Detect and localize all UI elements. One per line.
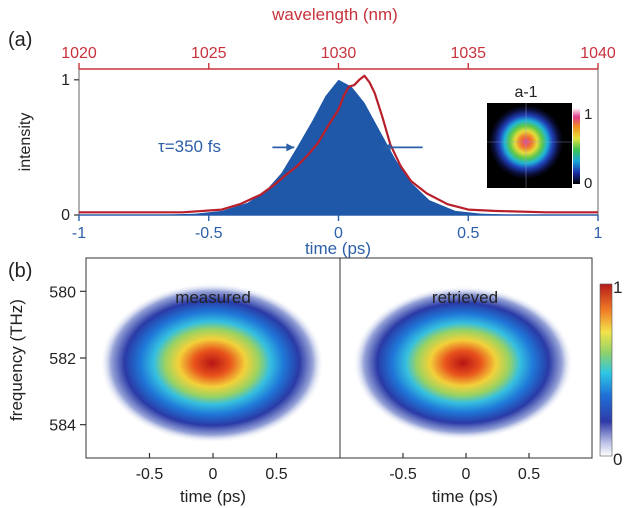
frequency-axis-label: frequency (THz)	[7, 299, 26, 421]
intensity-tick-label: 1	[61, 72, 70, 89]
measured-time-tick-label: 0.5	[265, 466, 287, 483]
measured-time-tick-label: 0	[209, 466, 218, 483]
measured-title: measured	[175, 288, 251, 307]
pulse-width-annotation: τ=350 fs	[158, 137, 221, 156]
inset-colorbar-min: 0	[584, 175, 592, 192]
spectrogram-colorbar-max: 1	[613, 278, 622, 297]
retrieved-title: retrieved	[432, 288, 498, 307]
measured-heatmap	[86, 258, 340, 458]
frequency-tick-label: 584	[49, 418, 76, 435]
measured-intensity-line	[79, 74, 598, 214]
time-tick-label: 1	[594, 225, 603, 242]
time-tick-label: -1	[72, 225, 86, 242]
time-ticks-retrieved: -0.5 0 0.5	[389, 453, 540, 483]
intensity-series	[79, 74, 598, 215]
measured-time-tick-label: -0.5	[136, 466, 164, 483]
time-ticks-measured: -0.5 0 0.5	[136, 453, 288, 483]
intensity-ticks: 01	[61, 72, 79, 224]
inset-colorbar	[573, 108, 580, 184]
retrieved-time-tick-label: 0	[462, 466, 471, 483]
spectrum-fill-area	[79, 79, 598, 215]
arrow-right-head	[382, 143, 391, 152]
frequency-tick-label: 580	[49, 284, 76, 301]
time-axis-label-a: time (ps)	[305, 239, 371, 258]
wavelength-axis-label: wavelength (nm)	[271, 5, 398, 24]
wavelength-tick-label: 1030	[321, 45, 357, 62]
wavelength-ticks: 1020 1025 1030 1035 1040	[61, 45, 616, 69]
retrieved-time-tick-label: 0.5	[518, 466, 540, 483]
spectrogram-colorbar-min: 0	[613, 450, 622, 469]
time-tick-label: 0.5	[457, 225, 479, 242]
wavelength-tick-label: 1020	[61, 45, 97, 62]
wavelength-tick-label: 1035	[450, 45, 486, 62]
inset-colorbar-max: 1	[584, 106, 592, 123]
inset-label: a-1	[514, 84, 537, 101]
pulse-width-arrows	[272, 143, 423, 152]
frequency-tick-label: 582	[49, 351, 76, 368]
retrieved-time-tick-label: -0.5	[389, 466, 417, 483]
wavelength-tick-label: 1040	[580, 45, 616, 62]
intensity-tick-label: 0	[61, 207, 70, 224]
time-axis-label-measured: time (ps)	[180, 487, 246, 506]
arrow-left-head	[286, 143, 295, 152]
spectrogram-colorbar	[599, 283, 613, 457]
wavelength-tick-label: 1025	[191, 45, 227, 62]
time-ticks-a: -1 -0.5 0 0.5 1	[72, 215, 603, 242]
retrieved-heatmap	[340, 258, 592, 458]
time-tick-label: -0.5	[195, 225, 223, 242]
panel-b-label: (b)	[8, 260, 32, 282]
intensity-axis-label: intensity	[17, 113, 34, 172]
frequency-ticks: 580 582 584	[49, 284, 86, 435]
panel-a-label: (a)	[8, 29, 32, 51]
time-tick-label: 0	[334, 225, 343, 242]
time-axis-label-retrieved: time (ps)	[432, 487, 498, 506]
